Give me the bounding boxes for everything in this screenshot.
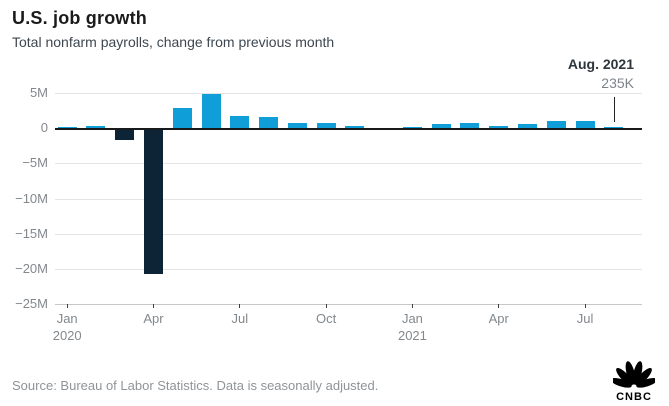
chart-bar-nov-2020: [345, 126, 365, 129]
x-axis-tick: [153, 304, 154, 308]
x-axis-label: Jan: [401, 311, 423, 326]
x-axis-tick: [66, 304, 68, 308]
y-axis-label: 0: [40, 120, 48, 136]
gridline: [55, 233, 642, 235]
x-axis-tick: [584, 304, 586, 308]
cnbc-peacock-icon: [610, 361, 658, 388]
gridline: [55, 93, 642, 94]
annotation-pointer-line: [613, 97, 615, 122]
x-axis-tick: [411, 304, 413, 308]
annotation-value: 235K: [601, 75, 634, 91]
chart-bar-mar-2021: [460, 122, 480, 129]
source-text: Source: Bureau of Labor Statistics. Data…: [12, 378, 379, 393]
gridline: [55, 268, 642, 270]
x-axis-label: Jul: [231, 311, 249, 326]
y-axis-label: −5M: [22, 155, 48, 171]
chart-bar-jan-2021: [402, 126, 422, 129]
gridline: [55, 198, 642, 200]
x-axis-label: Jul: [576, 311, 594, 326]
cnbc-logo: CNBC: [608, 361, 660, 403]
y-axis-label: 5M: [29, 85, 48, 100]
x-axis-tick: [239, 304, 241, 308]
y-axis-label: −10M: [15, 190, 48, 206]
chart-bar-feb-2020: [86, 126, 106, 129]
annotation-label: Aug. 2021: [567, 56, 634, 72]
x-axis-tick: [325, 304, 327, 308]
chart-area: 5M 0 −5M −10M −15M −20M −25M Aug. 2021 235K Ja…: [0, 56, 669, 352]
y-axis-label: −20M: [15, 260, 48, 276]
x-axis-label: Oct: [316, 311, 337, 326]
chart-subtitle: Total nonfarm payrolls, change from prev…: [12, 34, 335, 50]
x-axis-tick: [498, 304, 500, 308]
chart-bar-apr-2020: [144, 128, 163, 274]
plot-area: [55, 93, 642, 308]
chart-bar-jul-2020: [230, 116, 250, 129]
chart-bar-aug-2020: [259, 117, 279, 129]
chart-bar-jun-2021: [546, 121, 566, 129]
gridline: [55, 304, 642, 305]
chart-bar-mar-2020: [115, 128, 135, 140]
chart-bar-may-2020: [172, 108, 192, 129]
x-axis-year-label: 2021: [397, 328, 427, 343]
x-axis-label: Apr: [143, 311, 164, 326]
chart-bar-may-2021: [518, 123, 538, 129]
zero-line: [55, 128, 642, 131]
gridline: [55, 163, 642, 165]
x-axis-year-label: 2020: [52, 328, 82, 343]
chart-bar-aug-2021: [604, 126, 624, 129]
y-axis-label: −25M: [15, 296, 48, 311]
chart-bar-sep-2020: [287, 123, 307, 129]
cnbc-wordmark: CNBC: [616, 391, 652, 403]
chart-bar-apr-2021: [489, 126, 509, 129]
y-axis: 5M 0 −5M −10M −15M −20M −25M: [0, 85, 48, 311]
chart-bar-jan-2020: [57, 126, 77, 129]
page-title: U.S. job growth: [12, 8, 147, 28]
chart-bar-jul-2021: [575, 120, 595, 129]
x-axis-label: Apr: [488, 311, 509, 326]
chart-bar-feb-2021: [431, 124, 451, 129]
chart-bar-oct-2020: [316, 123, 336, 129]
annotation-aug-2021: Aug. 2021 235K: [568, 56, 634, 91]
chart-bar-jun-2020: [201, 94, 221, 129]
x-axis-label: Jan: [56, 311, 78, 326]
y-axis-label: −15M: [15, 225, 48, 241]
